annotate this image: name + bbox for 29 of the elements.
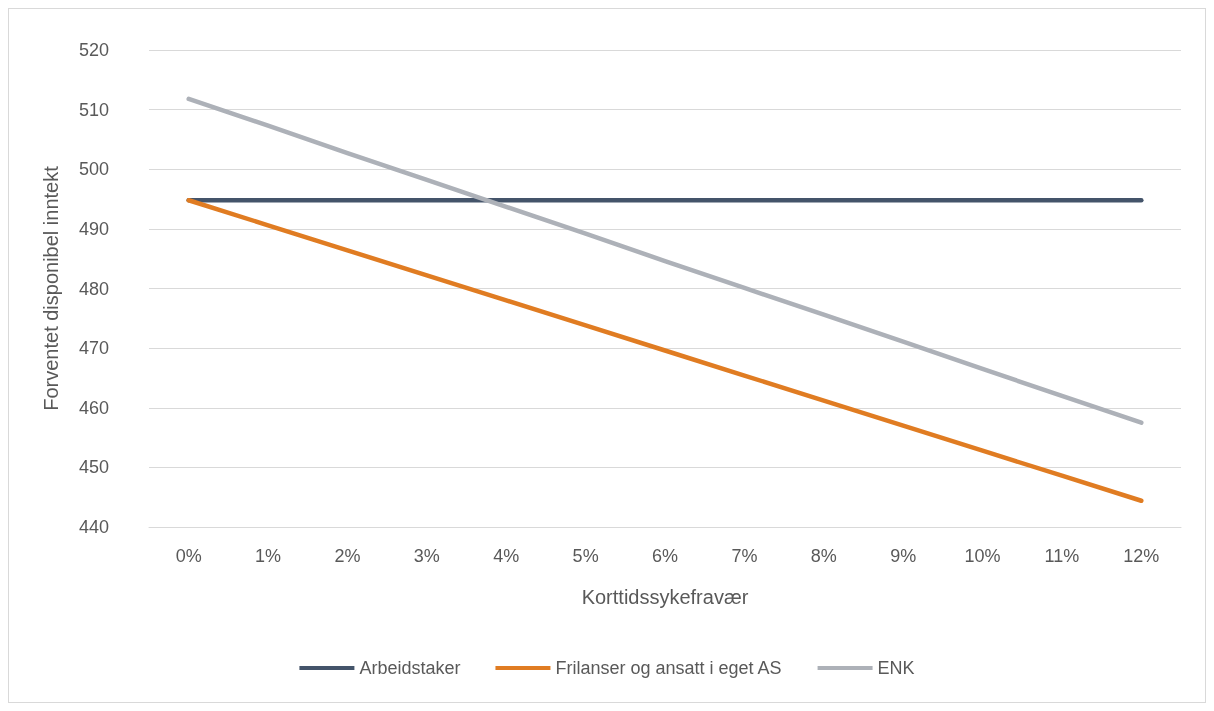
y-tick-label: 470: [78, 338, 109, 359]
x-axis-title: Korttidssykefravær: [581, 586, 749, 608]
x-tick-label: 10%: [964, 546, 1001, 566]
legend-label: Frilanser og ansatt i eget AS: [555, 658, 782, 678]
line-series: [186, 96, 1144, 425]
y-tick-label: 450: [78, 457, 109, 478]
x-tick-label: 4%: [493, 546, 520, 566]
x-tick-label: 7%: [731, 546, 758, 566]
y-tick-label: 480: [78, 278, 109, 299]
y-tick-label: 440: [78, 517, 109, 537]
x-tick-label: 8%: [810, 546, 837, 566]
y-tick-label: 490: [78, 218, 109, 239]
x-tick-label: 9%: [890, 546, 917, 566]
x-tick-label: 3%: [413, 546, 440, 566]
y-tick-label: 460: [78, 397, 109, 418]
x-tick-label: 11%: [1044, 546, 1080, 566]
x-tick-label: 12%: [1123, 546, 1160, 566]
x-tick-label: 5%: [572, 546, 599, 566]
x-tick-label: 2%: [334, 546, 361, 566]
y-axis-title: Forventet disponibel inntekt: [40, 165, 62, 411]
x-tick-label: 6%: [651, 546, 679, 566]
y-tick-label: 510: [78, 99, 109, 120]
legend-label: ENK: [877, 658, 915, 678]
y-tick-label: 520: [78, 40, 109, 60]
x-tick-label: 1%: [255, 546, 282, 566]
line-series: [186, 198, 1144, 504]
x-tick-label: 0%: [175, 546, 202, 566]
legend-label: Arbeidstaker: [359, 658, 461, 678]
y-tick-label: 500: [78, 159, 109, 180]
